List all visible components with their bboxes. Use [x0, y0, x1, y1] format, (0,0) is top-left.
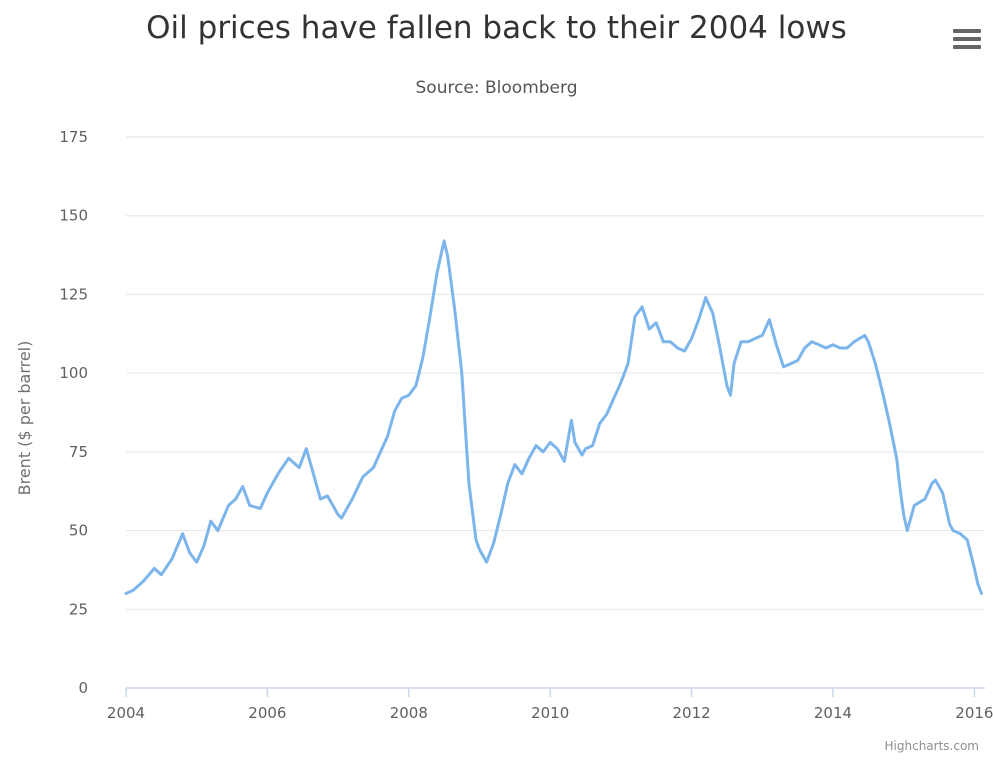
y-axis-title: Brent ($ per barrel)	[15, 341, 34, 496]
x-axis: 2004 2006 2008 2010 2012 2014 2016	[107, 687, 993, 722]
hamburger-menu-icon[interactable]	[950, 26, 984, 56]
y-tick-label: 25	[69, 600, 88, 618]
y-tick-label: 125	[59, 285, 88, 303]
y-tick-label: 150	[59, 207, 88, 225]
x-tick-label: 2014	[814, 704, 852, 722]
series-line-brent[interactable]	[124, 239, 983, 595]
y-tick-label: 50	[69, 522, 88, 540]
y-tick-label: 75	[69, 443, 88, 461]
x-tick-label: 2016	[955, 704, 993, 722]
x-tick-label: 2004	[107, 704, 145, 722]
y-tick-label: 0	[78, 679, 88, 697]
series-layer	[124, 239, 983, 595]
x-tick-label: 2006	[248, 704, 286, 722]
y-tick-label: 100	[59, 364, 88, 382]
y-axis-tick-labels: 0 25 50 75 100 125 150 175	[59, 128, 88, 697]
x-tick-label: 2008	[390, 704, 428, 722]
chart-subtitle: Source: Bloomberg	[415, 78, 578, 98]
x-tick-label: 2012	[673, 704, 711, 722]
chart-title: Oil prices have fallen back to their 200…	[146, 10, 847, 46]
grid-lines	[126, 136, 985, 610]
menu-bar	[953, 29, 981, 33]
x-tick-label: 2010	[531, 704, 569, 722]
y-tick-label: 175	[59, 128, 88, 146]
credits-link[interactable]: Highcharts.com	[884, 739, 979, 753]
menu-bar	[953, 37, 981, 41]
menu-bar	[953, 45, 981, 49]
